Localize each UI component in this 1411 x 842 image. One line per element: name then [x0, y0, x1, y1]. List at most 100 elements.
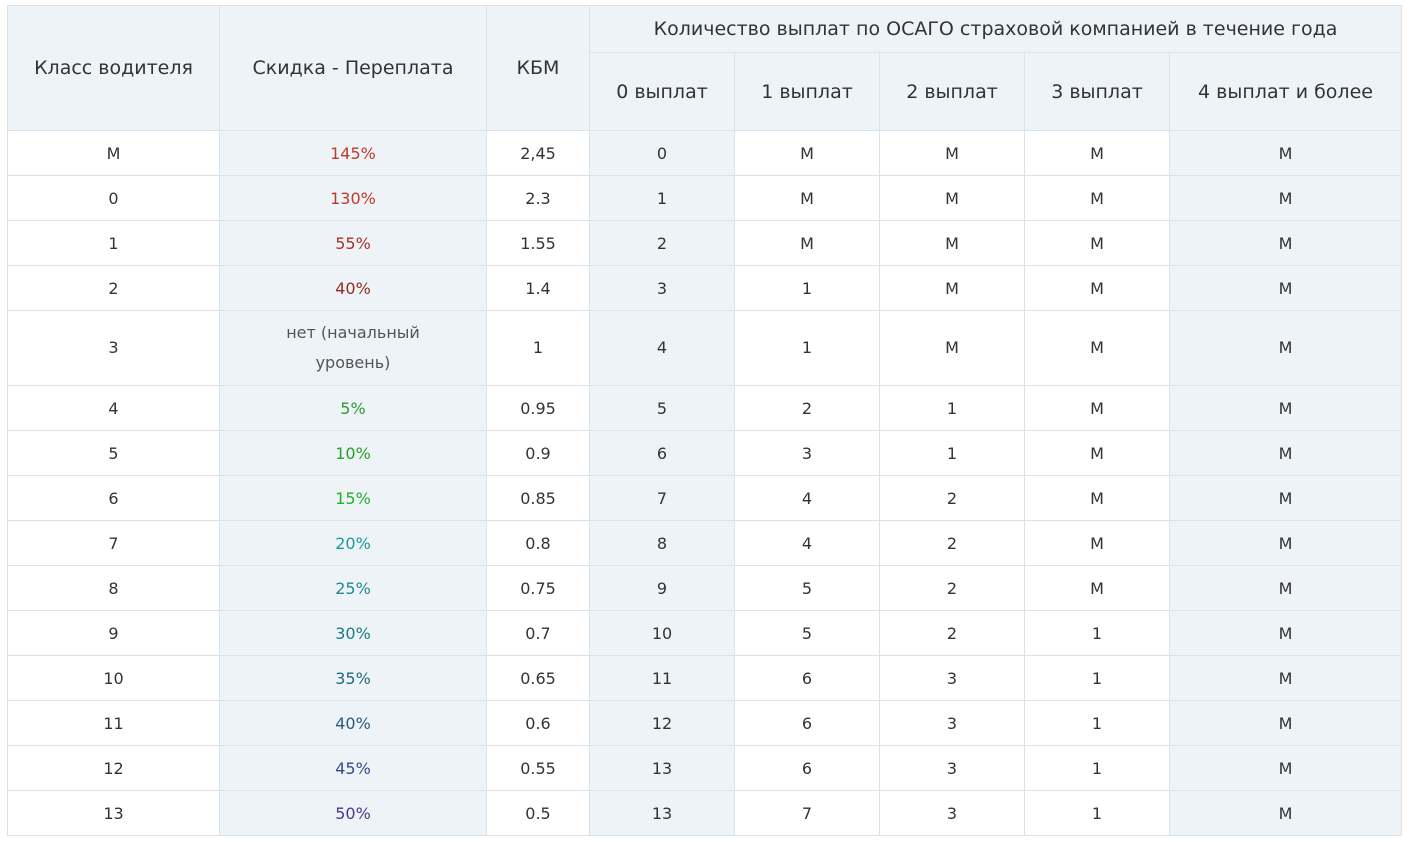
- table-row: 3 нет (начальный уровень) 1 4 1 М М М: [7, 310, 1402, 386]
- cell-payouts-1: 5: [734, 610, 880, 656]
- cell-payouts-0: 11: [589, 655, 735, 701]
- cell-payouts-3: М: [1024, 220, 1170, 266]
- cell-payouts-1: М: [734, 175, 880, 221]
- cell-kbm: 0.95: [486, 385, 590, 431]
- cell-payouts-1: 3: [734, 430, 880, 476]
- cell-payouts-0: 12: [589, 700, 735, 746]
- cell-payouts-0: 4: [589, 310, 735, 386]
- cell-payouts-3: 1: [1024, 700, 1170, 746]
- header-discount: Скидка - Переплата: [219, 5, 487, 131]
- cell-discount: 130%: [219, 175, 487, 221]
- table-row: 12 45% 0.55 13 6 3 1 М: [7, 745, 1402, 791]
- cell-payouts-2: 1: [879, 430, 1025, 476]
- cell-kbm: 0.75: [486, 565, 590, 611]
- table-row: 0 130% 2.3 1 М М М М: [7, 175, 1402, 221]
- cell-payouts-3: М: [1024, 130, 1170, 176]
- cell-discount: 50%: [219, 790, 487, 836]
- table-row: 6 15% 0.85 7 4 2 М М: [7, 475, 1402, 521]
- table-row: 7 20% 0.8 8 4 2 М М: [7, 520, 1402, 566]
- cell-payouts-0: 8: [589, 520, 735, 566]
- cell-payouts-4: М: [1169, 565, 1402, 611]
- cell-driver-class: 10: [7, 655, 220, 701]
- cell-kbm: 2,45: [486, 130, 590, 176]
- cell-payouts-2: 2: [879, 565, 1025, 611]
- cell-discount: 40%: [219, 700, 487, 746]
- cell-kbm: 0.65: [486, 655, 590, 701]
- cell-payouts-4: М: [1169, 700, 1402, 746]
- cell-payouts-3: 1: [1024, 745, 1170, 791]
- cell-payouts-2: 3: [879, 700, 1025, 746]
- cell-kbm: 1.55: [486, 220, 590, 266]
- cell-payouts-3: М: [1024, 520, 1170, 566]
- cell-payouts-3: М: [1024, 385, 1170, 431]
- cell-payouts-1: 1: [734, 265, 880, 311]
- cell-payouts-4: М: [1169, 130, 1402, 176]
- cell-payouts-3: М: [1024, 430, 1170, 476]
- cell-driver-class: 9: [7, 610, 220, 656]
- cell-payouts-3: 1: [1024, 655, 1170, 701]
- cell-discount: 30%: [219, 610, 487, 656]
- cell-driver-class: 0: [7, 175, 220, 221]
- table-row: 8 25% 0.75 9 5 2 М М: [7, 565, 1402, 611]
- cell-payouts-4: М: [1169, 475, 1402, 521]
- cell-driver-class: 4: [7, 385, 220, 431]
- cell-driver-class: 8: [7, 565, 220, 611]
- cell-payouts-4: М: [1169, 745, 1402, 791]
- cell-payouts-1: М: [734, 130, 880, 176]
- cell-payouts-3: 1: [1024, 610, 1170, 656]
- cell-payouts-2: 3: [879, 655, 1025, 701]
- cell-payouts-0: 10: [589, 610, 735, 656]
- table-row: М 145% 2,45 0 М М М М: [7, 130, 1402, 176]
- header-payouts-1: 1 выплат: [734, 52, 880, 131]
- cell-kbm: 0.85: [486, 475, 590, 521]
- cell-kbm: 1.4: [486, 265, 590, 311]
- cell-discount: 45%: [219, 745, 487, 791]
- cell-driver-class: 12: [7, 745, 220, 791]
- cell-payouts-4: М: [1169, 175, 1402, 221]
- cell-payouts-1: 2: [734, 385, 880, 431]
- cell-discount: 25%: [219, 565, 487, 611]
- cell-payouts-2: 1: [879, 385, 1025, 431]
- cell-payouts-2: М: [879, 265, 1025, 311]
- cell-discount: 10%: [219, 430, 487, 476]
- cell-payouts-1: 5: [734, 565, 880, 611]
- kbm-table-container: Класс водителя Скидка - Переплата КБМ Ко…: [7, 5, 1402, 836]
- cell-kbm: 0.8: [486, 520, 590, 566]
- cell-discount: 145%: [219, 130, 487, 176]
- cell-payouts-4: М: [1169, 790, 1402, 836]
- cell-payouts-2: М: [879, 130, 1025, 176]
- table-row: 5 10% 0.9 6 3 1 М М: [7, 430, 1402, 476]
- cell-kbm: 0.9: [486, 430, 590, 476]
- table-row: 2 40% 1.4 3 1 М М М: [7, 265, 1402, 311]
- cell-payouts-0: 5: [589, 385, 735, 431]
- cell-payouts-1: 6: [734, 700, 880, 746]
- cell-payouts-0: 1: [589, 175, 735, 221]
- cell-payouts-0: 13: [589, 790, 735, 836]
- cell-discount: 55%: [219, 220, 487, 266]
- cell-payouts-3: М: [1024, 265, 1170, 311]
- cell-payouts-1: 4: [734, 520, 880, 566]
- cell-discount: 15%: [219, 475, 487, 521]
- cell-kbm: 0.5: [486, 790, 590, 836]
- header-payouts-2: 2 выплат: [879, 52, 1025, 131]
- cell-payouts-3: 1: [1024, 790, 1170, 836]
- cell-driver-class: 6: [7, 475, 220, 521]
- table-row: 10 35% 0.65 11 6 3 1 М: [7, 655, 1402, 701]
- table-row: 9 30% 0.7 10 5 2 1 М: [7, 610, 1402, 656]
- table-header: Класс водителя Скидка - Переплата КБМ Ко…: [7, 5, 1402, 131]
- cell-payouts-1: 6: [734, 655, 880, 701]
- cell-payouts-0: 13: [589, 745, 735, 791]
- cell-payouts-2: М: [879, 310, 1025, 386]
- cell-kbm: 0.6: [486, 700, 590, 746]
- header-payouts-4: 4 выплат и более: [1169, 52, 1402, 131]
- cell-payouts-2: 3: [879, 790, 1025, 836]
- table-row: 11 40% 0.6 12 6 3 1 М: [7, 700, 1402, 746]
- cell-payouts-3: М: [1024, 310, 1170, 386]
- cell-payouts-3: М: [1024, 565, 1170, 611]
- cell-payouts-4: М: [1169, 610, 1402, 656]
- cell-kbm: 0.7: [486, 610, 590, 656]
- cell-payouts-0: 6: [589, 430, 735, 476]
- cell-payouts-0: 2: [589, 220, 735, 266]
- cell-discount: нет (начальный уровень): [219, 310, 487, 386]
- cell-payouts-1: М: [734, 220, 880, 266]
